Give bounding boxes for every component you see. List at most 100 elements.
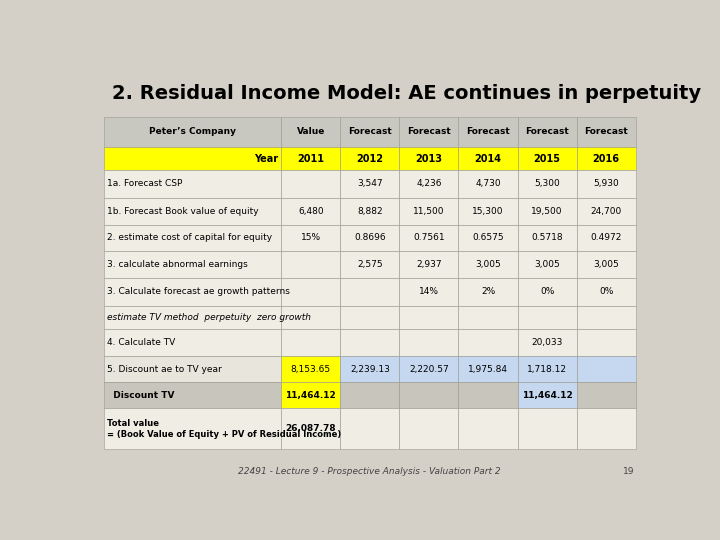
Text: Year: Year — [253, 153, 278, 164]
Bar — [459, 225, 518, 251]
Bar — [459, 170, 518, 198]
Text: 2016: 2016 — [593, 153, 620, 164]
Bar — [104, 408, 282, 449]
Text: 11,500: 11,500 — [413, 207, 445, 215]
Text: Total value
= (Book Value of Equity + PV of Residual Income): Total value = (Book Value of Equity + PV… — [107, 419, 341, 438]
Bar — [341, 329, 400, 356]
Text: 5. Discount ae to TV year: 5. Discount ae to TV year — [107, 365, 222, 374]
Bar — [282, 408, 341, 449]
Text: 19: 19 — [623, 467, 634, 476]
Bar — [577, 329, 636, 356]
Text: 8,882: 8,882 — [357, 207, 382, 215]
Bar — [400, 225, 459, 251]
Bar — [518, 329, 577, 356]
Bar — [341, 225, 400, 251]
Text: Discount TV: Discount TV — [107, 391, 175, 400]
Bar — [282, 147, 341, 170]
Bar — [341, 170, 400, 198]
Bar — [282, 198, 341, 225]
Bar — [518, 251, 577, 278]
Bar — [104, 198, 282, 225]
Text: 3,005: 3,005 — [593, 260, 619, 269]
Text: 24,700: 24,700 — [590, 207, 622, 215]
Bar — [400, 117, 459, 147]
Text: 0.4972: 0.4972 — [590, 233, 622, 242]
Bar — [518, 356, 577, 382]
Bar — [282, 170, 341, 198]
Bar — [518, 147, 577, 170]
Text: 5,300: 5,300 — [534, 179, 560, 188]
Bar — [400, 382, 459, 408]
Bar — [400, 306, 459, 329]
Text: 3. Calculate forecast ae growth patterns: 3. Calculate forecast ae growth patterns — [107, 287, 290, 296]
Bar — [459, 147, 518, 170]
Bar — [577, 408, 636, 449]
Bar — [282, 225, 341, 251]
Bar — [282, 251, 341, 278]
Text: 15%: 15% — [301, 233, 321, 242]
Bar — [577, 198, 636, 225]
Bar — [282, 117, 341, 147]
Bar — [577, 170, 636, 198]
Bar — [577, 356, 636, 382]
Text: 20,033: 20,033 — [531, 338, 563, 347]
Bar — [341, 117, 400, 147]
Bar — [104, 117, 282, 147]
Bar — [341, 408, 400, 449]
Bar — [518, 278, 577, 306]
Text: 11,464.12: 11,464.12 — [522, 391, 572, 400]
Text: 3,005: 3,005 — [475, 260, 501, 269]
Bar — [282, 329, 341, 356]
Bar — [341, 356, 400, 382]
Bar — [282, 356, 341, 382]
Text: 2,937: 2,937 — [416, 260, 442, 269]
Bar — [341, 278, 400, 306]
Text: 2,575: 2,575 — [357, 260, 382, 269]
Text: 3,005: 3,005 — [534, 260, 560, 269]
Text: 0.8696: 0.8696 — [354, 233, 386, 242]
Bar — [459, 278, 518, 306]
Text: Forecast: Forecast — [407, 127, 451, 136]
Bar — [104, 356, 282, 382]
Bar — [518, 408, 577, 449]
Bar — [459, 408, 518, 449]
Text: 5,930: 5,930 — [593, 179, 619, 188]
Bar — [577, 382, 636, 408]
Text: 3. calculate abnormal earnings: 3. calculate abnormal earnings — [107, 260, 248, 269]
Bar — [518, 225, 577, 251]
Text: estimate TV method  perpetuity  zero growth: estimate TV method perpetuity zero growt… — [107, 313, 311, 322]
Bar — [400, 278, 459, 306]
Bar — [577, 147, 636, 170]
Text: 4,236: 4,236 — [416, 179, 441, 188]
Bar — [459, 356, 518, 382]
Bar — [400, 147, 459, 170]
Text: 6,480: 6,480 — [298, 207, 323, 215]
Bar — [341, 251, 400, 278]
Text: 3,547: 3,547 — [357, 179, 382, 188]
Bar — [104, 382, 282, 408]
Bar — [104, 225, 282, 251]
Bar — [459, 117, 518, 147]
Text: 0.7561: 0.7561 — [413, 233, 445, 242]
Text: 1,975.84: 1,975.84 — [468, 365, 508, 374]
Bar — [104, 306, 282, 329]
Text: 4,730: 4,730 — [475, 179, 501, 188]
Text: 2,239.13: 2,239.13 — [350, 365, 390, 374]
Text: 2. estimate cost of capital for equity: 2. estimate cost of capital for equity — [107, 233, 272, 242]
Bar — [577, 117, 636, 147]
Text: 26,087.78: 26,087.78 — [285, 424, 336, 434]
Bar — [459, 382, 518, 408]
Bar — [282, 382, 341, 408]
Text: 2014: 2014 — [474, 153, 502, 164]
Text: 2. Residual Income Model: AE continues in perpetuity: 2. Residual Income Model: AE continues i… — [112, 84, 701, 103]
Text: 1b. Forecast Book value of equity: 1b. Forecast Book value of equity — [107, 207, 259, 215]
Bar — [459, 198, 518, 225]
Bar — [459, 329, 518, 356]
Text: 4. Calculate TV: 4. Calculate TV — [107, 338, 176, 347]
Bar — [518, 382, 577, 408]
Text: 2015: 2015 — [534, 153, 561, 164]
Text: 0%: 0% — [540, 287, 554, 296]
Bar — [104, 170, 282, 198]
Text: 11,464.12: 11,464.12 — [285, 391, 336, 400]
Bar — [341, 147, 400, 170]
